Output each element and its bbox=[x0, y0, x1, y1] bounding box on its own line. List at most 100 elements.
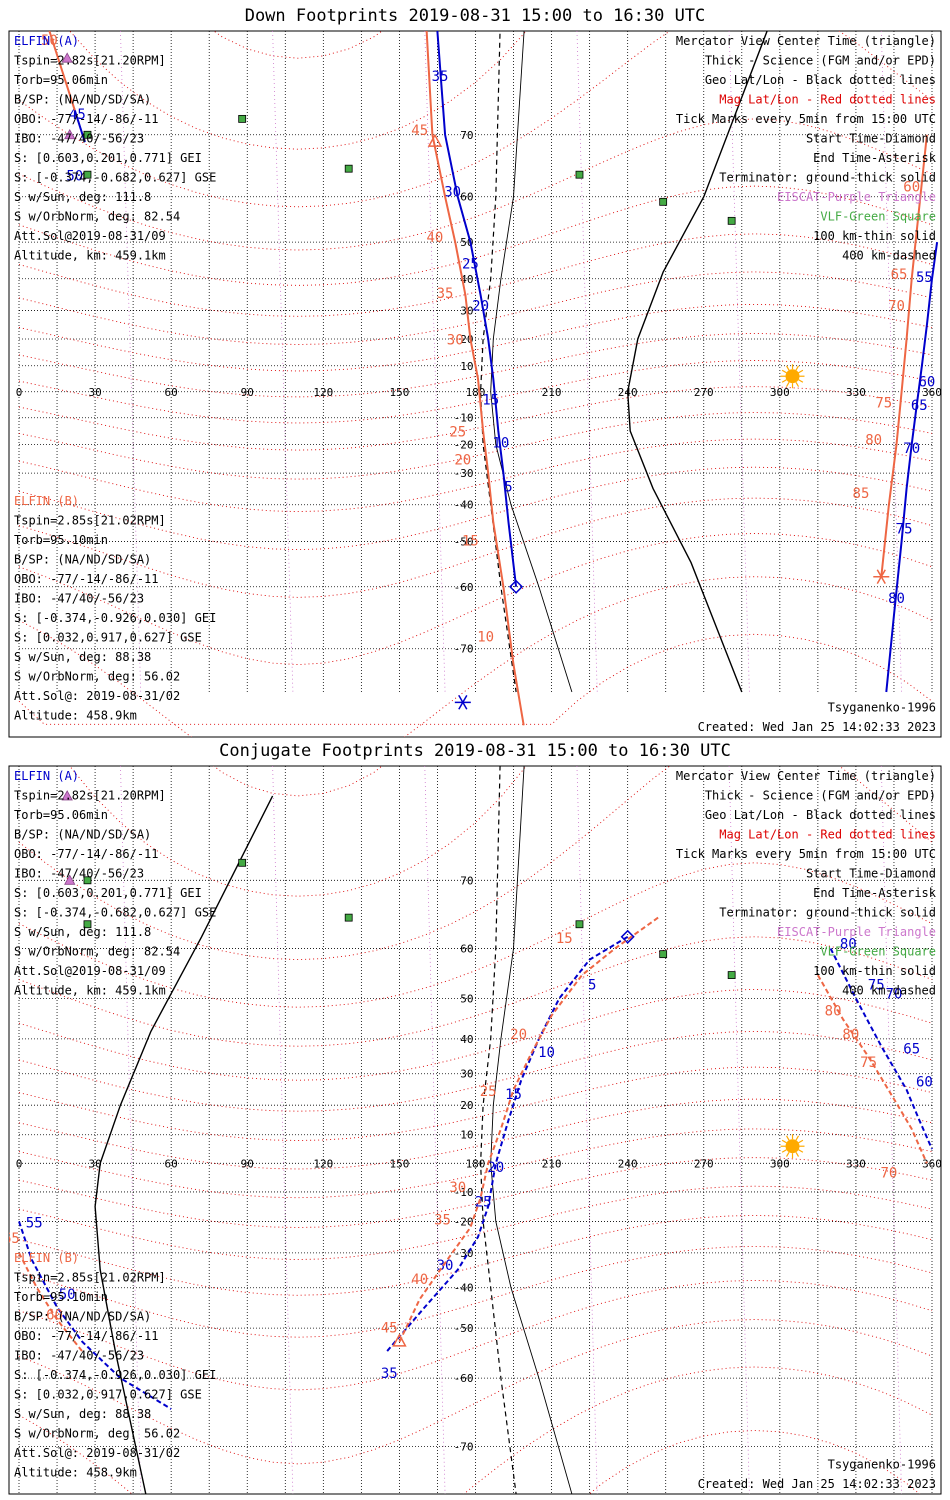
mag-lat-line bbox=[18, 31, 933, 208]
conjugate-footprints-title: Conjugate Footprints 2019-08-31 15:00 to… bbox=[219, 741, 731, 761]
down-footprints-panel: 0 30 60 90 120 150 180 210 240 270 300 330 360-70-60… bbox=[8, 30, 942, 738]
legend-line: VLF-Green Square bbox=[820, 210, 936, 224]
legend-line: End Time-Asterisk bbox=[813, 886, 937, 900]
track-time-label: 20 bbox=[510, 1027, 527, 1043]
track-time-label: 35 bbox=[432, 69, 449, 85]
map-layer: 0 30 60 90 120 150 180 210 240 270 300 330 360-70-60… bbox=[16, 31, 941, 737]
mag-lat-line bbox=[18, 533, 933, 666]
lat-tick-label: 60 bbox=[460, 191, 473, 204]
sun-ray bbox=[798, 379, 804, 383]
legend-line: Start Time-Diamond bbox=[806, 132, 936, 146]
center-time-triangle bbox=[392, 1333, 407, 1347]
vlf-station-marker bbox=[238, 858, 247, 867]
info-elfin-b-line: Torb=95.10min bbox=[14, 1290, 108, 1304]
terminator-100km bbox=[490, 31, 573, 693]
track-time-label: 5 bbox=[588, 977, 596, 993]
terminator-100km bbox=[490, 766, 573, 1494]
legend-line: 100 km-thin solid bbox=[813, 964, 936, 978]
track-time-label: 75 bbox=[868, 977, 885, 993]
lon-tick-label: 330 bbox=[846, 1157, 866, 1170]
track-time-label: 40 bbox=[411, 1272, 428, 1288]
lat-tick-label: -30 bbox=[454, 1247, 474, 1260]
vlf-station-marker bbox=[575, 920, 584, 929]
track-time-label: 45 bbox=[69, 107, 86, 123]
mag-lat-line bbox=[18, 1066, 933, 1141]
info-elfin-a-line: Torb=95.06min bbox=[14, 73, 108, 87]
legend-line: Terminator: ground-thick solid bbox=[719, 171, 936, 185]
end-asterisk-marker bbox=[458, 695, 468, 710]
mag-lat-line bbox=[213, 31, 383, 59]
info-elfin-b-line: Altitude: 458.9km bbox=[14, 1466, 137, 1480]
legend-line: Mag Lat/Lon - Red dotted lines bbox=[719, 828, 936, 842]
track-time-label: 5 bbox=[504, 480, 512, 496]
info-elfin-a-line: S w/OrbNorm, deg: 82.54 bbox=[14, 210, 180, 224]
orbit-track-elfin-b bbox=[398, 916, 659, 1343]
info-elfin-a-line: IBO: -47/40/-56/23 bbox=[14, 867, 144, 881]
track-time-label: 80 bbox=[865, 433, 882, 449]
model-label: Tsyganenko-1996 bbox=[828, 701, 936, 715]
legend-line: Geo Lat/Lon - Black dotted lines bbox=[705, 73, 936, 87]
vlf-station-marker bbox=[83, 920, 92, 929]
lat-tick-label: 60 bbox=[460, 943, 473, 956]
created-label: Created: Wed Jan 25 14:02:33 2023 bbox=[698, 1477, 936, 1491]
track-time-label: 50 bbox=[66, 168, 83, 184]
vlf-station-marker bbox=[659, 197, 668, 206]
eiscat-station-marker bbox=[64, 874, 76, 885]
lon-tick-label: 60 bbox=[165, 386, 178, 399]
info-elfin-b-line: IBO: -47/40/-56/23 bbox=[14, 1349, 144, 1363]
sun-ray bbox=[785, 365, 790, 371]
mag-lat-line bbox=[18, 466, 933, 551]
track-time-label: 10 bbox=[538, 1045, 555, 1061]
legend-line: Tick Marks every 5min from 15:00 UTC bbox=[676, 112, 936, 126]
info-elfin-a-line: Att.Sol@2019-08-31/09 bbox=[14, 964, 166, 978]
lon-tick-label: 210 bbox=[542, 386, 562, 399]
info-elfin-b-line: S w/OrbNorm, deg: 56.02 bbox=[14, 670, 180, 684]
legend-line: 400 km-dashed bbox=[842, 984, 936, 998]
lon-tick-label: 300 bbox=[770, 1157, 790, 1170]
track-time-label: 80 bbox=[842, 1027, 859, 1043]
lat-tick-label: -50 bbox=[454, 535, 474, 548]
lon-tick-label: 360 bbox=[922, 1157, 942, 1170]
orbit-track-elfin-b bbox=[817, 974, 928, 1164]
orbit-track-elfin-a bbox=[385, 935, 629, 1353]
lon-tick-label: 0 bbox=[16, 386, 23, 399]
lon-tick-label: 210 bbox=[542, 1157, 562, 1170]
sun-ray bbox=[795, 1135, 800, 1141]
info-elfin-a-line: Att.Sol@2019-08-31/09 bbox=[14, 229, 166, 243]
info-elfin-b-line: S: [0.032,0.917,0.627] GSE bbox=[14, 1388, 202, 1402]
info-elfin-b-line: S: [0.032,0.917,0.627] GSE bbox=[14, 631, 202, 645]
track-time-label: 20 bbox=[454, 452, 471, 468]
info-elfin-b-line: Torb=95.10min bbox=[14, 533, 108, 547]
legend-line: End Time-Asterisk bbox=[813, 151, 937, 165]
info-elfin-b-line: IBO: -47/40/-56/23 bbox=[14, 592, 144, 606]
lon-tick-label: 150 bbox=[389, 386, 409, 399]
track-time-label: 65 bbox=[891, 267, 908, 283]
start-diamond-marker bbox=[509, 579, 524, 594]
lat-tick-label: 70 bbox=[460, 129, 473, 142]
track-time-label: 35 bbox=[437, 286, 454, 302]
mag-lon-line bbox=[120, 766, 142, 1494]
terminator-ground bbox=[626, 31, 768, 693]
legend-line: Mercator View Center Time (triangle) bbox=[676, 769, 936, 783]
terminator-400km bbox=[479, 766, 517, 1494]
track-time-label: 10 bbox=[477, 629, 494, 645]
track-time-label: 15 bbox=[462, 533, 479, 549]
mag-lat-line bbox=[18, 438, 933, 513]
created-label: Created: Wed Jan 25 14:02:33 2023 bbox=[698, 720, 936, 734]
track-time-label: 75 bbox=[896, 522, 913, 538]
lon-tick-label: 270 bbox=[694, 1157, 714, 1170]
info-elfin-b-line: Altitude: 458.9km bbox=[14, 709, 137, 723]
lat-tick-label: -40 bbox=[454, 499, 474, 512]
vlf-station-marker bbox=[344, 164, 353, 173]
terminator-400km bbox=[479, 31, 517, 693]
mag-lat-line bbox=[18, 1245, 933, 1338]
vlf-station-marker bbox=[344, 913, 353, 922]
info-elfin-a-line: Tspin=2.82s[21.20RPM] bbox=[14, 789, 166, 803]
eiscat-station-marker bbox=[64, 128, 76, 140]
track-time-label: 60 bbox=[903, 179, 920, 195]
sun-icon bbox=[785, 369, 800, 384]
track-time-label: 30 bbox=[447, 332, 464, 348]
orbit-track-elfin-a bbox=[885, 241, 939, 693]
track-time-label: 75 bbox=[875, 395, 892, 411]
info-elfin-a-line: B/SP: (NA/ND/SD/SA) bbox=[14, 828, 151, 842]
